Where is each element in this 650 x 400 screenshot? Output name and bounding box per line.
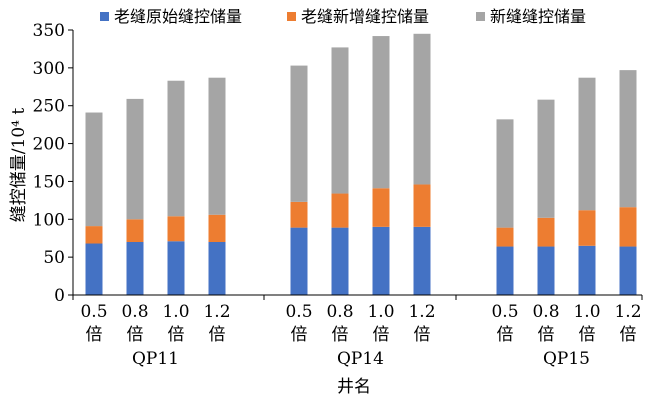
bar-segment — [167, 80, 185, 217]
bar-segment — [85, 226, 103, 244]
bar-segment — [167, 216, 185, 242]
bar-segment — [331, 193, 349, 228]
y-tick-label: 350 — [33, 21, 65, 41]
y-tick-label: 0 — [54, 286, 65, 306]
legend-label: 老缝原始缝控储量 — [114, 7, 242, 26]
bar-segment — [85, 243, 103, 295]
bars-layer — [85, 33, 637, 295]
legend-swatch — [476, 12, 485, 21]
bar-segment — [496, 119, 514, 228]
bar-segment — [537, 99, 555, 218]
x-tick-label: 0.5 — [491, 302, 518, 322]
bar-segment — [496, 227, 514, 247]
x-tick-label-unit: 倍 — [373, 325, 390, 345]
x-tick-label-unit: 倍 — [620, 325, 637, 345]
y-tick-label: 100 — [33, 210, 65, 230]
x-tick-label-unit: 倍 — [497, 325, 514, 345]
bar-segment — [85, 112, 103, 227]
bar-segment — [413, 226, 431, 295]
x-tick-label-unit: 倍 — [332, 325, 349, 345]
bar-segment — [290, 201, 308, 228]
bar-segment — [413, 33, 431, 185]
bar-segment — [372, 226, 390, 295]
bar-segment — [208, 214, 226, 242]
bar-segment — [496, 246, 514, 295]
bar-segment — [537, 246, 555, 295]
bar-segment — [331, 47, 349, 194]
bar-segment — [126, 219, 144, 242]
y-tick-label: 300 — [33, 59, 65, 79]
x-axis-label: 井名 — [337, 377, 371, 397]
bar-segment — [290, 65, 308, 202]
x-tick-label-unit: 倍 — [86, 325, 103, 345]
bar-segment — [372, 36, 390, 189]
bar-segment — [619, 246, 637, 295]
bar-segment — [578, 77, 596, 211]
x-tick-label: 1.2 — [203, 302, 230, 322]
x-tick-label: 0.8 — [532, 302, 559, 322]
x-tick-label: 0.5 — [80, 302, 107, 322]
x-tick-label: 0.5 — [285, 302, 312, 322]
bar-segment — [208, 77, 226, 215]
y-axis-label: 缝控储量/10⁴ t — [9, 108, 29, 223]
bar-segment — [331, 227, 349, 295]
y-tick-label: 50 — [43, 248, 65, 268]
x-tick-label-unit: 倍 — [209, 325, 226, 345]
bar-segment — [126, 242, 144, 295]
x-tick-label: 1.0 — [573, 302, 600, 322]
bar-segment — [578, 245, 596, 295]
x-tick-label: 1.0 — [367, 302, 394, 322]
x-tick-label-unit: 倍 — [291, 325, 308, 345]
x-tick-label-unit: 倍 — [127, 325, 144, 345]
bar-segment — [619, 70, 637, 208]
bar-segment — [578, 210, 596, 246]
legend-swatch — [287, 12, 296, 21]
x-tick-label: 1.2 — [408, 302, 435, 322]
legend-swatch — [100, 12, 109, 21]
legend-label: 新缝缝控储量 — [490, 7, 586, 26]
y-tick-label: 250 — [33, 97, 65, 117]
x-tick-label: 0.8 — [121, 302, 148, 322]
bar-segment — [413, 184, 431, 227]
x-tick-label-unit: 倍 — [414, 325, 431, 345]
x-group-label: QP11 — [132, 349, 179, 369]
bar-segment — [372, 188, 390, 227]
bar-segment — [126, 98, 144, 220]
bar-segment — [290, 227, 308, 295]
x-tick-label: 1.0 — [162, 302, 189, 322]
legend-label: 老缝新增缝控储量 — [301, 7, 429, 26]
x-tick-label: 0.8 — [326, 302, 353, 322]
legend: 老缝原始缝控储量 老缝新增缝控储量 新缝缝控储量 — [100, 7, 586, 26]
x-tick-label-unit: 倍 — [579, 325, 596, 345]
bar-segment — [208, 242, 226, 295]
bar-segment — [619, 207, 637, 247]
x-group-label: QP15 — [543, 349, 590, 369]
x-group-label: QP14 — [337, 349, 384, 369]
x-tick-label: 1.2 — [614, 302, 641, 322]
bar-segment — [167, 241, 185, 295]
bar-segment — [537, 217, 555, 247]
axes-layer: 0 50 100 150 200 250 300 350 0.5 倍 0.8 倍 1.0 倍 1.2 倍 QP1… — [33, 21, 643, 369]
x-tick-label-unit: 倍 — [168, 325, 185, 345]
y-tick-label: 200 — [33, 135, 65, 155]
y-tick-label: 150 — [33, 172, 65, 192]
x-tick-label-unit: 倍 — [538, 325, 555, 345]
